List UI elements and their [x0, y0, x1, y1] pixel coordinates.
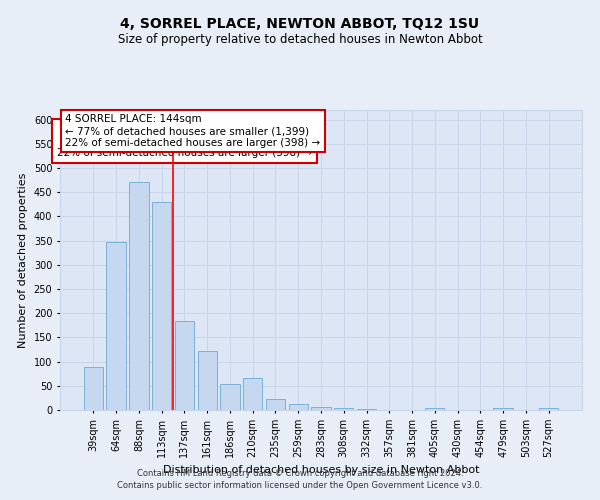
- Text: 4 SORREL PLACE: 144sqm
← 77% of detached houses are smaller (1,399)
22% of semi-: 4 SORREL PLACE: 144sqm ← 77% of detached…: [65, 114, 320, 148]
- Bar: [106, 242, 126, 410]
- Bar: [243, 378, 262, 410]
- Bar: [311, 406, 331, 410]
- Bar: [175, 322, 194, 410]
- Text: Size of property relative to detached houses in Newton Abbot: Size of property relative to detached ho…: [118, 32, 482, 46]
- Bar: [129, 182, 149, 410]
- Bar: [266, 400, 285, 410]
- Text: 4, SORREL PLACE, NEWTON ABBOT, TQ12 1SU: 4, SORREL PLACE, NEWTON ABBOT, TQ12 1SU: [121, 18, 479, 32]
- Bar: [425, 408, 445, 410]
- Bar: [84, 368, 103, 410]
- Bar: [197, 351, 217, 410]
- Text: 4 SORREL PLACE: 144sqm
← 77% of detached houses are smaller (1,399)
22% of semi-: 4 SORREL PLACE: 144sqm ← 77% of detached…: [57, 124, 312, 158]
- Bar: [493, 408, 513, 410]
- Bar: [334, 408, 353, 410]
- Text: Contains HM Land Registry data © Crown copyright and database right 2024.: Contains HM Land Registry data © Crown c…: [137, 468, 463, 477]
- Bar: [152, 202, 172, 410]
- Text: Contains public sector information licensed under the Open Government Licence v3: Contains public sector information licen…: [118, 481, 482, 490]
- Y-axis label: Number of detached properties: Number of detached properties: [18, 172, 28, 348]
- Bar: [289, 404, 308, 410]
- Bar: [357, 409, 376, 410]
- X-axis label: Distribution of detached houses by size in Newton Abbot: Distribution of detached houses by size …: [163, 466, 479, 475]
- Bar: [220, 384, 239, 410]
- Bar: [539, 408, 558, 410]
